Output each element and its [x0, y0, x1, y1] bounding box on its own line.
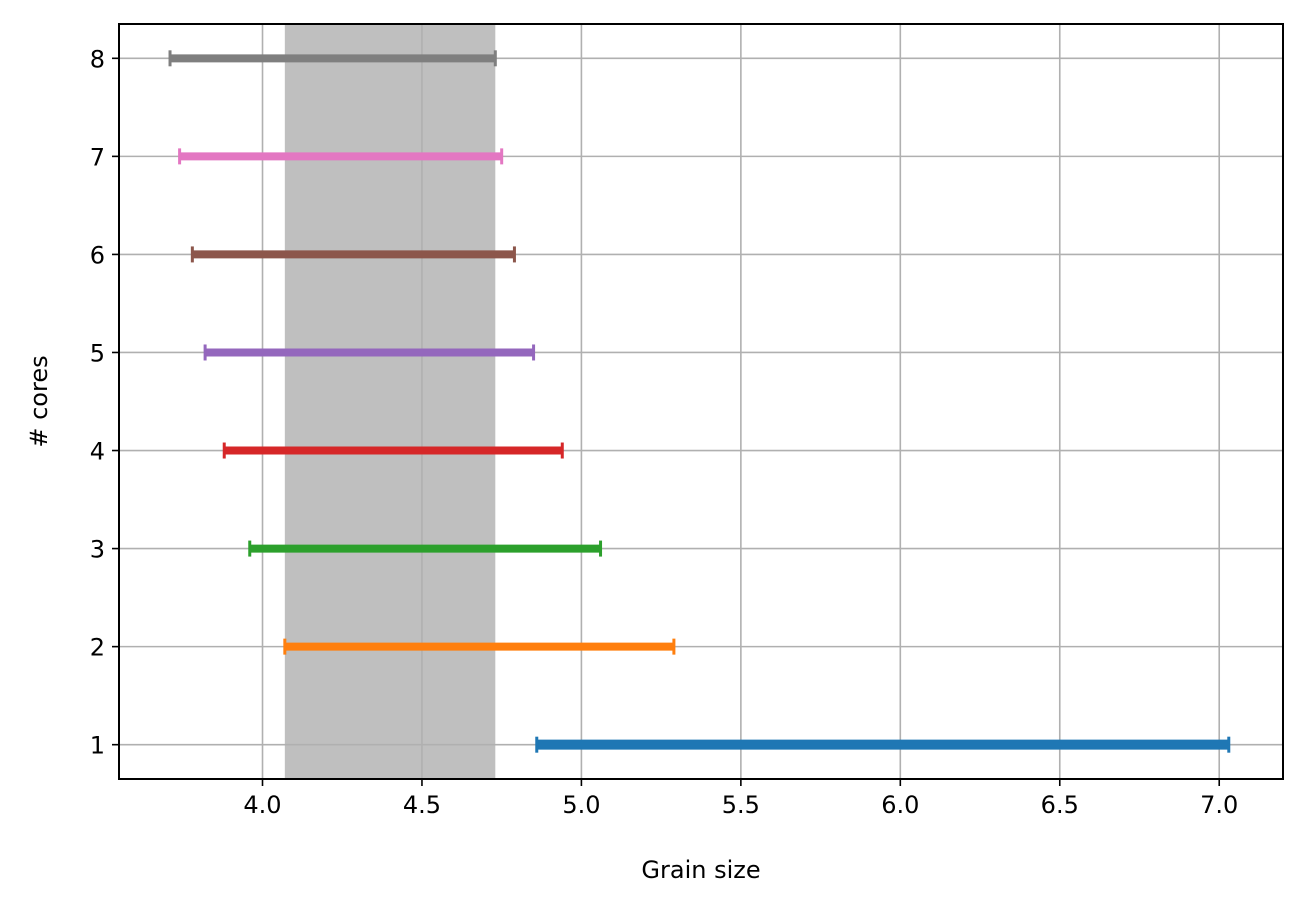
plot-frame: [118, 23, 1284, 780]
x-tick-label-1: 4.5: [403, 791, 441, 819]
range-bar-1: [535, 736, 1231, 753]
range-bar-4: [222, 442, 564, 459]
shaded-band-layer: [284, 24, 496, 779]
range-bar-8: [168, 50, 497, 67]
tick-layer: 4.0 4.5 5.0 5.5 6.0 6.5 7.0 1 2 3 4 5 6 7 8: [90, 45, 1239, 819]
y-tick-label-3: 4: [90, 438, 105, 466]
range-bar-2: [283, 638, 676, 655]
range-bars-layer: [168, 50, 1231, 753]
range-bar-7: [178, 148, 504, 165]
y-tick-label-4: 5: [90, 339, 105, 367]
x-tick-label-4: 6.0: [881, 791, 919, 819]
y-axis-label: # cores: [25, 355, 53, 447]
range-bar-6: [190, 246, 516, 263]
y-tick-label-5: 6: [90, 241, 105, 269]
y-tick-label-1: 2: [90, 634, 105, 662]
y-tick-label-7: 8: [90, 45, 105, 73]
x-tick-label-5: 6.5: [1041, 791, 1079, 819]
range-bar-5: [203, 344, 536, 361]
y-tick-label-2: 3: [90, 536, 105, 564]
x-tick-label-0: 4.0: [243, 791, 281, 819]
range-bar-3: [248, 540, 603, 557]
x-axis-label: Grain size: [641, 856, 760, 884]
y-tick-label-6: 7: [90, 143, 105, 171]
x-tick-label-6: 7.0: [1200, 791, 1238, 819]
shaded-band: [284, 24, 496, 779]
y-tick-label-0: 1: [90, 732, 105, 760]
x-tick-label-3: 5.5: [722, 791, 760, 819]
x-tick-label-2: 5.0: [562, 791, 600, 819]
